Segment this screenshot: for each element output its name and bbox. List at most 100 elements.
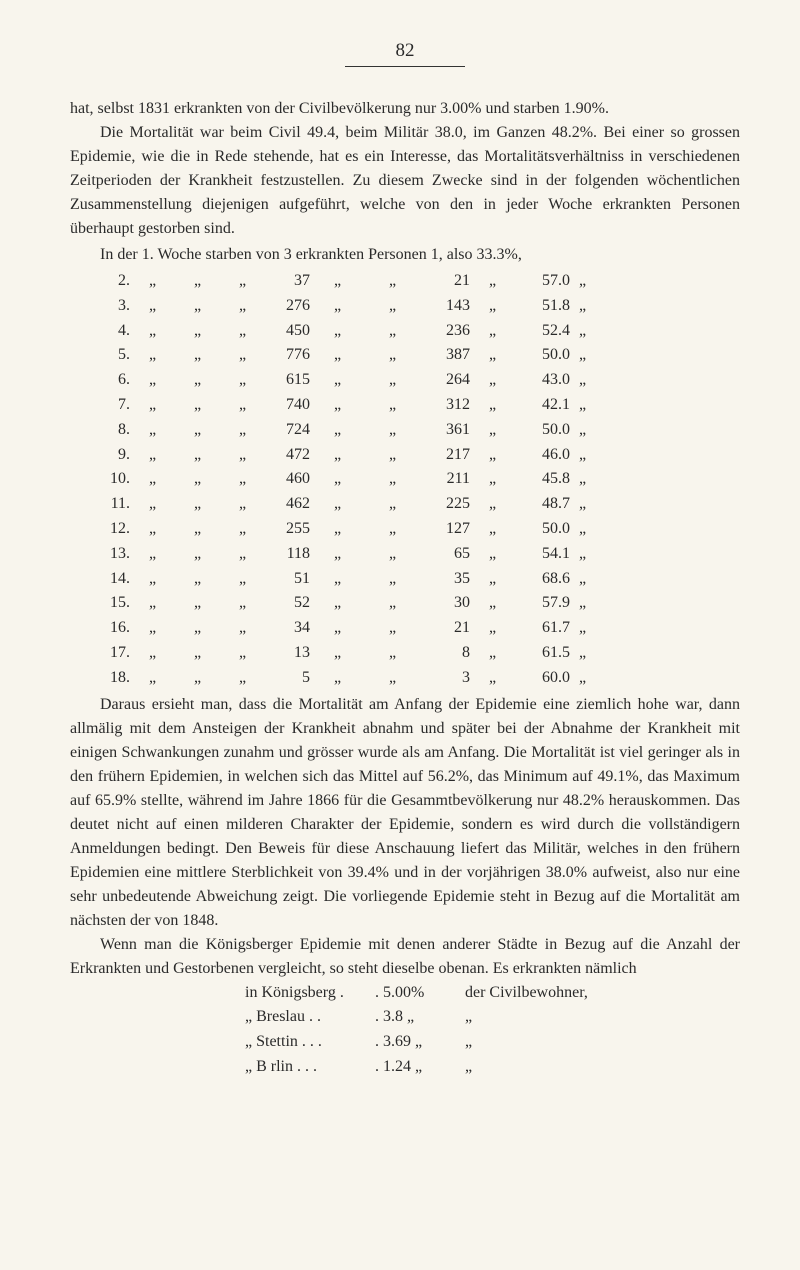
row-index: 7.	[100, 393, 130, 418]
ditto: „	[130, 641, 175, 666]
city-pct: . 3.69 „	[375, 1030, 465, 1055]
ditto: „	[570, 492, 595, 517]
ditto: „	[175, 542, 220, 567]
ditto: „	[220, 467, 265, 492]
ditto: „	[220, 641, 265, 666]
table-row: 13.„„„118„„65„54.1„	[100, 542, 740, 567]
ditto: „	[130, 294, 175, 319]
value-1: 276	[265, 294, 310, 319]
value-3: 68.6	[515, 567, 570, 592]
value-1: 450	[265, 319, 310, 344]
ditto: „	[220, 393, 265, 418]
city-pct: . 5.00%	[375, 981, 465, 1006]
ditto: „	[365, 343, 420, 368]
ditto: „	[365, 269, 420, 294]
value-3: 43.0	[515, 368, 570, 393]
ditto: „	[220, 319, 265, 344]
page-number-underline	[345, 66, 465, 67]
value-3: 50.0	[515, 517, 570, 542]
row-index: 5.	[100, 343, 130, 368]
value-2: 3	[420, 666, 470, 691]
ditto: „	[310, 269, 365, 294]
ditto: „	[130, 418, 175, 443]
list-item: „ Breslau . .. 3.8 „„	[245, 1005, 740, 1030]
city-name: „ Breslau . .	[245, 1005, 375, 1030]
city-pct: . 3.8 „	[375, 1005, 465, 1030]
ditto: „	[310, 319, 365, 344]
paragraph-2: Die Mortalität war beim Civil 49.4, beim…	[70, 121, 740, 241]
ditto: „	[130, 443, 175, 468]
ditto: „	[365, 567, 420, 592]
ditto: „	[310, 567, 365, 592]
value-3: 57.9	[515, 591, 570, 616]
value-2: 217	[420, 443, 470, 468]
ditto: „	[175, 319, 220, 344]
ditto: „	[365, 492, 420, 517]
value-2: 30	[420, 591, 470, 616]
ditto: „	[130, 542, 175, 567]
city-name: „ Stettin . . .	[245, 1030, 375, 1055]
ditto: „	[570, 418, 595, 443]
value-1: 255	[265, 517, 310, 542]
ditto: „	[470, 319, 515, 344]
ditto: „	[470, 418, 515, 443]
ditto: „	[470, 616, 515, 641]
ditto: „	[130, 517, 175, 542]
ditto: „	[470, 641, 515, 666]
ditto: „	[570, 269, 595, 294]
ditto: „	[570, 666, 595, 691]
ditto: „	[175, 591, 220, 616]
value-2: 21	[420, 616, 470, 641]
ditto: „	[130, 567, 175, 592]
row-index: 11.	[100, 492, 130, 517]
row-index: 13.	[100, 542, 130, 567]
row-index: 18.	[100, 666, 130, 691]
ditto: „	[220, 666, 265, 691]
ditto: „	[130, 492, 175, 517]
table-row: 10.„„„460„„211„45.8„	[100, 467, 740, 492]
list-item: „ B rlin . . .. 1.24 „„	[245, 1055, 740, 1080]
table-row: 7.„„„740„„312„42.1„	[100, 393, 740, 418]
row-index: 14.	[100, 567, 130, 592]
ditto: „	[470, 492, 515, 517]
value-1: 460	[265, 467, 310, 492]
ditto: „	[470, 269, 515, 294]
ditto: „	[470, 467, 515, 492]
ditto: „	[570, 343, 595, 368]
ditto: „	[470, 343, 515, 368]
ditto: „	[175, 567, 220, 592]
ditto: „	[310, 616, 365, 641]
ditto: „	[130, 393, 175, 418]
ditto: „	[570, 616, 595, 641]
value-3: 57.0	[515, 269, 570, 294]
value-1: 5	[265, 666, 310, 691]
ditto: „	[365, 591, 420, 616]
table-header-line: In der 1. Woche starben von 3 erkrankten…	[70, 243, 740, 267]
value-1: 37	[265, 269, 310, 294]
ditto: „	[365, 393, 420, 418]
ditto: „	[220, 269, 265, 294]
city-pct: . 1.24 „	[375, 1055, 465, 1080]
ditto: „	[130, 666, 175, 691]
ditto: „	[310, 542, 365, 567]
value-2: 65	[420, 542, 470, 567]
ditto: „	[470, 393, 515, 418]
ditto: „	[220, 443, 265, 468]
ditto: „	[365, 616, 420, 641]
ditto: „	[220, 616, 265, 641]
ditto: „	[310, 641, 365, 666]
table-row: 4.„„„450„„236„52.4„	[100, 319, 740, 344]
table-row: 5.„„„776„„387„50.0„	[100, 343, 740, 368]
ditto: „	[310, 418, 365, 443]
ditto: „	[310, 517, 365, 542]
value-3: 50.0	[515, 343, 570, 368]
value-1: 776	[265, 343, 310, 368]
ditto: „	[470, 517, 515, 542]
ditto: „	[310, 492, 365, 517]
ditto: „	[220, 368, 265, 393]
ditto: „	[220, 542, 265, 567]
ditto: „	[365, 641, 420, 666]
ditto: „	[220, 294, 265, 319]
ditto: „	[310, 591, 365, 616]
value-2: 211	[420, 467, 470, 492]
